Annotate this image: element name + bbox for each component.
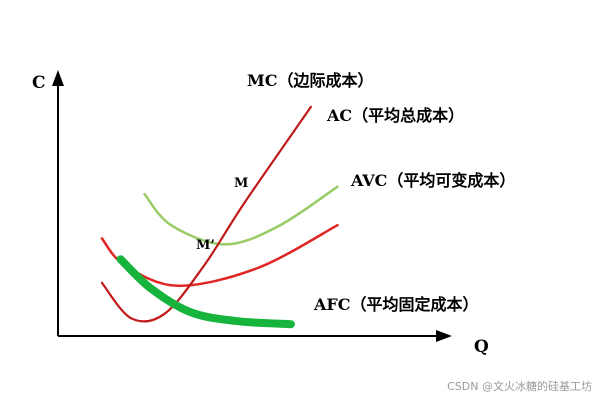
avc-label: AVC（平均可变成本） [350,171,515,190]
curves [100,105,339,329]
point-m-label: M [234,176,248,191]
afc-curve [116,255,295,329]
point-m-prime-label: M’ [196,238,215,253]
afc-label: AFC（平均固定成本） [313,295,479,314]
y-axis-label: C [32,73,46,93]
mc-curve [100,105,312,323]
watermark: CSDN @文火冰糖的硅基工坊 [447,380,592,393]
axes: C Q [32,70,489,357]
y-axis-arrow [52,70,64,86]
ac-label: AC（平均总成本） [326,106,464,125]
mc-label: MC（边际成本） [247,71,373,90]
x-axis-arrow [436,330,452,342]
x-axis-label: Q [474,337,489,357]
ac-curve [143,185,339,246]
curve-labels: MC（边际成本） AC（平均总成本） AVC（平均可变成本） AFC（平均固定成… [196,71,515,314]
